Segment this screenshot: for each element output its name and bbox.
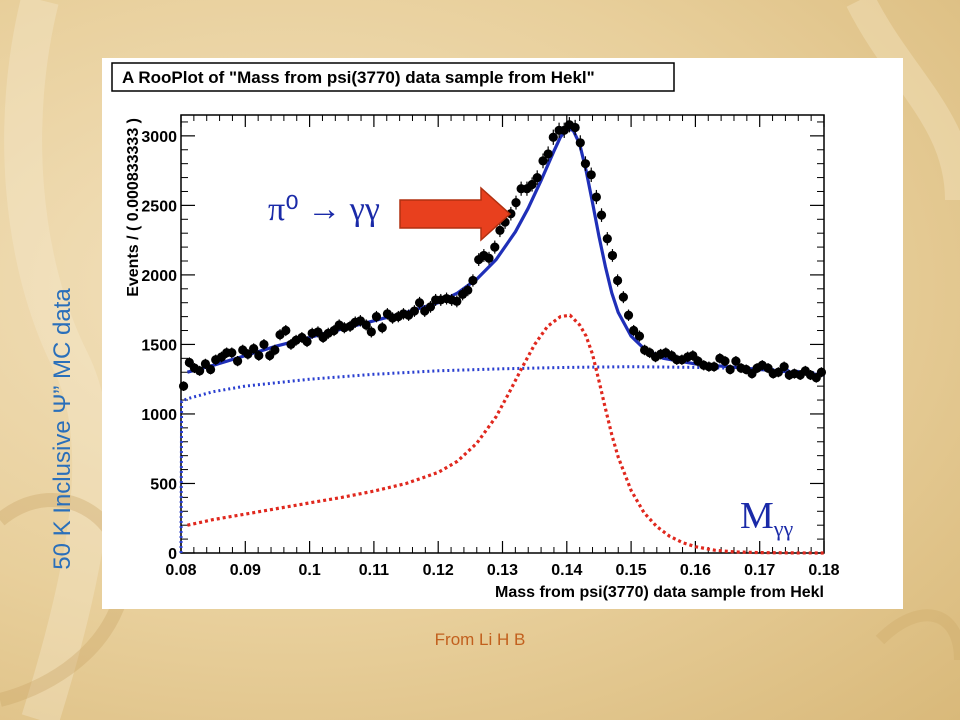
x-tick-label: 0.18 (808, 562, 839, 579)
data-point (816, 367, 827, 377)
rooplot-chart: A RooPlot of "Mass from psi(3770) data s… (111, 62, 840, 601)
data-point (634, 331, 645, 341)
data-point (773, 367, 783, 377)
x-tick-label: 0.11 (359, 562, 389, 579)
x-tick-label: 0.16 (680, 562, 711, 579)
data-point (371, 312, 382, 322)
data-point (409, 306, 420, 316)
y-axis-ticks: 0 500 1000 1500 2000 2500 3000 (141, 121, 824, 563)
signal-curve (187, 313, 825, 555)
data-point (302, 337, 312, 347)
plot-panel: A RooPlot of "Mass from psi(3770) data s… (102, 58, 903, 609)
chart-title: A RooPlot of "Mass from psi(3770) data s… (122, 68, 595, 87)
y-tick-label: 2000 (141, 268, 177, 285)
y-tick-label: 0 (168, 546, 177, 563)
x-axis-ticks: 0.08 0.09 0.1 0.11 0.12 0.13 0.14 0.15 0.16 0.17 0… (165, 115, 840, 579)
data-point (629, 325, 639, 336)
data-point (195, 366, 205, 376)
data-point (591, 192, 601, 202)
data-point (586, 170, 596, 180)
data-point (511, 198, 521, 208)
data-point (243, 349, 253, 359)
data-point (270, 345, 280, 355)
data-point (232, 356, 243, 366)
data-point (543, 149, 553, 159)
data-point (178, 381, 189, 391)
mass-label: M (740, 495, 774, 537)
x-tick-label: 0.09 (230, 562, 261, 579)
data-point (484, 253, 494, 263)
data-point (490, 242, 500, 252)
data-point (361, 320, 371, 330)
data-point (259, 339, 269, 350)
signal-annotation: π⁰ → γγ (268, 191, 380, 228)
data-point (414, 298, 425, 308)
x-tick-label: 0.08 (165, 562, 196, 579)
data-point (575, 138, 585, 148)
y-tick-label: 500 (150, 476, 177, 493)
y-tick-label: 1000 (141, 407, 177, 424)
data-point (548, 132, 558, 142)
data-point (618, 292, 628, 302)
data-point (779, 362, 789, 372)
y-tick-label: 3000 (141, 129, 177, 146)
data-point (281, 325, 291, 336)
data-point (612, 275, 623, 286)
x-tick-label: 0.13 (487, 562, 518, 579)
data-point (731, 356, 741, 366)
y-tick-label: 2500 (141, 198, 177, 215)
data-point (570, 122, 580, 133)
side-label: 50 K Inclusive Ψ” MC data (49, 288, 76, 570)
data-point (425, 302, 436, 312)
data-point (538, 156, 548, 166)
data-point (495, 225, 505, 236)
data-point (205, 364, 216, 375)
data-point (580, 159, 591, 169)
data-point (377, 323, 387, 333)
data-point (623, 310, 634, 320)
data-point (602, 234, 612, 244)
data-point (607, 250, 618, 261)
data-point (452, 296, 462, 306)
x-tick-label: 0.14 (551, 562, 582, 579)
x-tick-label: 0.17 (744, 562, 775, 579)
data-point (527, 179, 537, 190)
x-axis-label: Mass from psi(3770) data sample from Hek… (495, 584, 824, 601)
data-point (709, 362, 719, 372)
data-point (366, 327, 376, 337)
mass-annotation: Mγγ (740, 495, 794, 541)
data-point (249, 344, 259, 354)
y-axis-label: Events / ( 0.000833333 ) (125, 118, 142, 297)
data-point (720, 356, 730, 366)
data-point (254, 350, 264, 361)
x-tick-label: 0.1 (298, 562, 320, 579)
title-box (111, 62, 675, 92)
credit-text: From Li H B (434, 630, 526, 649)
data-point (463, 285, 473, 295)
x-tick-label: 0.12 (423, 562, 454, 579)
data-point (725, 364, 735, 375)
y-tick-label: 1500 (141, 337, 177, 354)
annotation-arrow (399, 186, 512, 242)
data-point (532, 172, 542, 183)
x-tick-label: 0.15 (616, 562, 647, 579)
mass-subscript: γγ (773, 516, 794, 541)
data-points (178, 117, 827, 392)
data-point (468, 275, 478, 286)
data-point (596, 210, 607, 220)
background-curve (179, 365, 825, 554)
data-point (227, 348, 237, 358)
